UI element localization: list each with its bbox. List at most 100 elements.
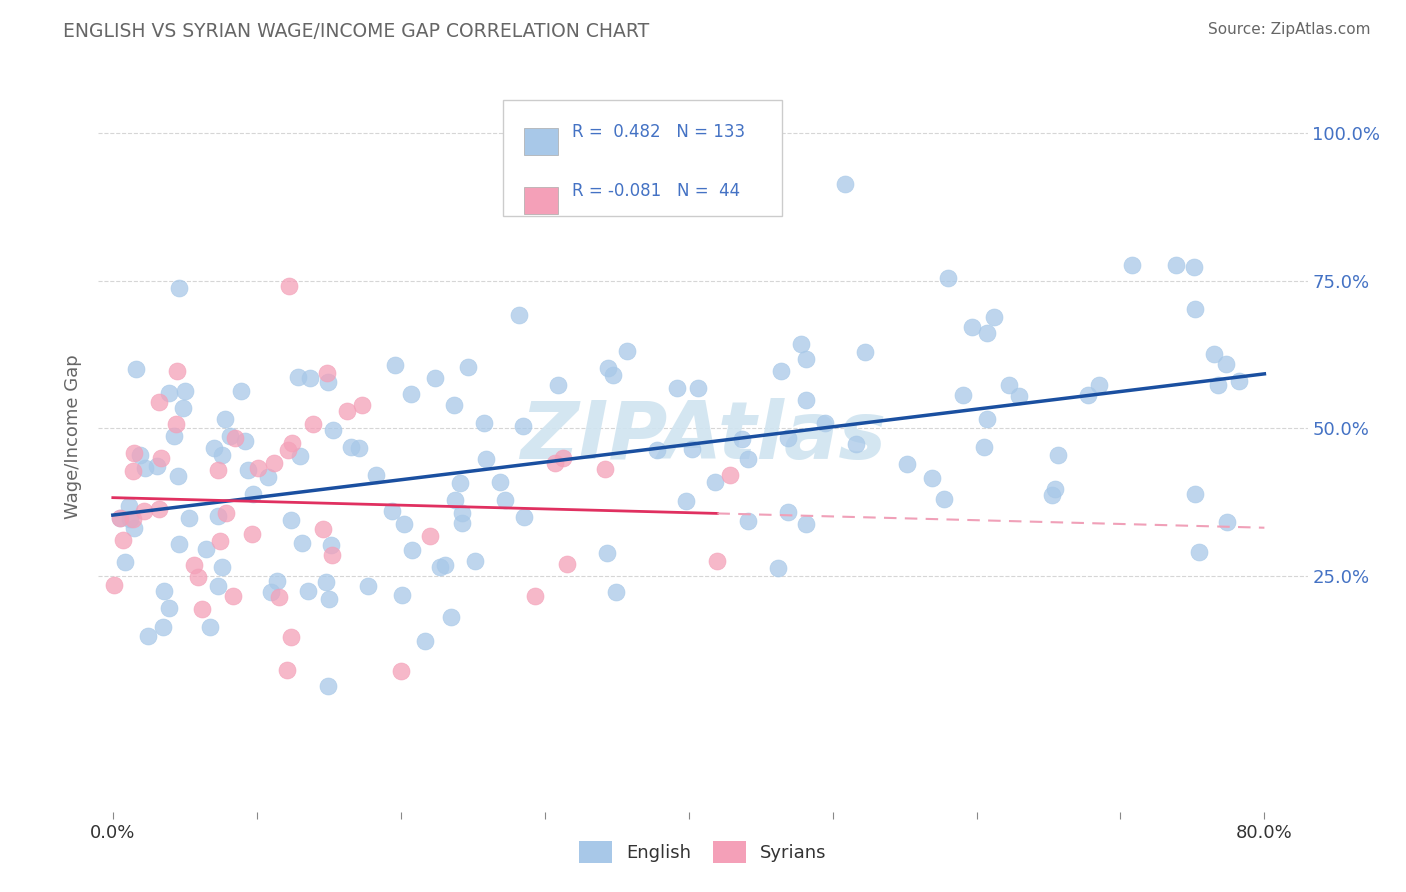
Point — [1166, 258, 1188, 272]
Point — [183, 558, 205, 572]
Point — [508, 308, 530, 322]
Point — [1227, 374, 1250, 388]
Point — [934, 492, 956, 507]
Point — [148, 501, 170, 516]
Point — [513, 509, 536, 524]
Point — [1043, 482, 1066, 496]
Point — [240, 526, 263, 541]
Point — [389, 664, 412, 678]
Point — [936, 271, 959, 285]
Point — [551, 451, 574, 466]
Point — [148, 395, 170, 409]
Point — [187, 570, 209, 584]
FancyBboxPatch shape — [524, 128, 558, 154]
Point — [1077, 388, 1099, 402]
Point — [340, 440, 363, 454]
Point — [769, 364, 792, 378]
Text: ZIPAtlas: ZIPAtlas — [520, 398, 886, 476]
Point — [457, 359, 479, 374]
Point — [960, 320, 983, 334]
Point — [1047, 448, 1070, 462]
Point — [166, 364, 188, 378]
Point — [704, 475, 727, 489]
Point — [475, 452, 498, 467]
Point — [1008, 389, 1031, 403]
Legend: English, Syrians: English, Syrians — [572, 834, 834, 870]
Point — [464, 554, 486, 568]
Point — [315, 574, 337, 589]
Point — [287, 370, 309, 384]
Point — [134, 461, 156, 475]
Point — [790, 337, 813, 351]
Point — [1184, 487, 1206, 501]
Point — [845, 437, 868, 451]
Point — [278, 278, 301, 293]
Point — [391, 588, 413, 602]
Point — [921, 471, 943, 485]
Point — [352, 398, 374, 412]
Text: R =  0.482   N = 133: R = 0.482 N = 133 — [572, 123, 745, 141]
Point — [688, 381, 710, 395]
Point — [665, 381, 688, 395]
Point — [381, 504, 404, 518]
Point — [512, 419, 534, 434]
Point — [221, 589, 243, 603]
Point — [103, 578, 125, 592]
Point — [1206, 378, 1229, 392]
Point — [433, 558, 456, 572]
Point — [834, 177, 856, 191]
Point — [267, 591, 290, 605]
Point — [207, 579, 229, 593]
Point — [316, 679, 339, 693]
Point — [706, 554, 728, 568]
Point — [132, 504, 155, 518]
Text: R = -0.081   N =  44: R = -0.081 N = 44 — [572, 182, 741, 201]
Point — [472, 416, 495, 430]
Point — [1215, 357, 1237, 371]
Point — [366, 467, 388, 482]
Point — [277, 443, 299, 458]
Point — [776, 431, 799, 445]
Point — [157, 385, 180, 400]
Point — [413, 634, 436, 648]
Text: Source: ZipAtlas.com: Source: ZipAtlas.com — [1208, 22, 1371, 37]
Point — [392, 517, 415, 532]
Point — [450, 506, 472, 520]
Point — [1040, 488, 1063, 502]
Point — [952, 388, 974, 402]
Point — [125, 362, 148, 376]
Point — [1188, 545, 1211, 559]
Point — [122, 445, 145, 459]
Point — [211, 448, 233, 462]
Point — [157, 600, 180, 615]
Point — [211, 560, 233, 574]
Point — [111, 533, 134, 547]
Point — [450, 516, 472, 530]
Text: ENGLISH VS SYRIAN WAGE/INCOME GAP CORRELATION CHART: ENGLISH VS SYRIAN WAGE/INCOME GAP CORREL… — [63, 22, 650, 41]
Point — [152, 583, 174, 598]
Point — [108, 511, 131, 525]
Point — [118, 512, 141, 526]
Point — [208, 534, 231, 549]
Point — [681, 442, 703, 456]
Point — [257, 470, 280, 484]
Point — [149, 450, 172, 465]
Point — [145, 459, 167, 474]
Point — [731, 432, 754, 446]
Point — [207, 463, 229, 477]
Point — [215, 506, 238, 520]
Point — [443, 398, 465, 412]
Point — [322, 423, 344, 437]
Point — [419, 529, 441, 543]
Point — [318, 591, 340, 606]
Point — [288, 449, 311, 463]
Point — [233, 434, 256, 448]
Point — [555, 558, 578, 572]
Point — [1184, 301, 1206, 316]
Point — [242, 487, 264, 501]
Point — [219, 429, 242, 443]
Point — [236, 463, 259, 477]
Point — [114, 556, 136, 570]
Point — [167, 537, 190, 551]
Point — [523, 589, 546, 603]
